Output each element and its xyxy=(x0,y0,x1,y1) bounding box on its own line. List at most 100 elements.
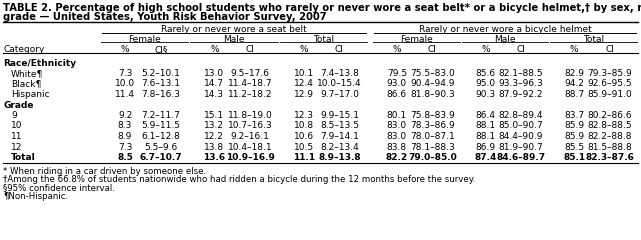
Text: 14.7: 14.7 xyxy=(204,79,224,89)
Text: 5.5–9.6: 5.5–9.6 xyxy=(144,143,178,151)
Text: 80.1: 80.1 xyxy=(387,111,407,120)
Text: 85.9: 85.9 xyxy=(564,121,584,131)
Text: 13.8: 13.8 xyxy=(204,143,224,151)
Text: 85.6: 85.6 xyxy=(476,69,495,78)
Text: 11: 11 xyxy=(11,132,22,141)
Text: 93.0: 93.0 xyxy=(387,79,407,89)
Text: 94.2: 94.2 xyxy=(564,79,584,89)
Text: 11.8–19.0: 11.8–19.0 xyxy=(228,111,272,120)
Text: CI: CI xyxy=(335,45,344,54)
Text: 10.8: 10.8 xyxy=(294,121,313,131)
Text: 6.1–12.8: 6.1–12.8 xyxy=(141,132,180,141)
Text: 8.2–13.4: 8.2–13.4 xyxy=(320,143,359,151)
Text: Grade: Grade xyxy=(3,101,33,109)
Text: Female: Female xyxy=(128,35,161,44)
Text: %: % xyxy=(392,45,401,54)
Text: 83.0: 83.0 xyxy=(387,132,407,141)
Text: 12.9: 12.9 xyxy=(294,90,313,99)
Text: 78.1–88.3: 78.1–88.3 xyxy=(410,143,454,151)
Text: 9.7–17.0: 9.7–17.0 xyxy=(320,90,359,99)
Text: 13.2: 13.2 xyxy=(204,121,224,131)
Text: 88.1: 88.1 xyxy=(476,121,495,131)
Text: %: % xyxy=(481,45,490,54)
Text: 86.6: 86.6 xyxy=(387,90,407,99)
Text: 7.3: 7.3 xyxy=(118,143,132,151)
Text: 12.3: 12.3 xyxy=(294,111,313,120)
Text: 85.1: 85.1 xyxy=(563,153,585,162)
Text: 8.3: 8.3 xyxy=(118,121,132,131)
Text: CI: CI xyxy=(605,45,614,54)
Text: 5.2–10.1: 5.2–10.1 xyxy=(141,69,180,78)
Text: * When riding in a car driven by someone else.: * When riding in a car driven by someone… xyxy=(3,167,206,175)
Text: 83.8: 83.8 xyxy=(387,143,407,151)
Text: CI§: CI§ xyxy=(154,45,167,54)
Text: 9.9–15.1: 9.9–15.1 xyxy=(320,111,359,120)
Text: 8.9–13.8: 8.9–13.8 xyxy=(318,153,361,162)
Text: ¶Non-Hispanic.: ¶Non-Hispanic. xyxy=(3,192,68,201)
Text: 14.3: 14.3 xyxy=(204,90,224,99)
Text: 83.7: 83.7 xyxy=(564,111,584,120)
Text: 95.0: 95.0 xyxy=(476,79,495,89)
Text: 10.0: 10.0 xyxy=(115,79,135,89)
Text: 81.9–90.7: 81.9–90.7 xyxy=(499,143,544,151)
Text: 83.0: 83.0 xyxy=(387,121,407,131)
Text: 87.9–92.2: 87.9–92.2 xyxy=(499,90,543,99)
Text: 75.8–83.9: 75.8–83.9 xyxy=(410,111,454,120)
Text: %: % xyxy=(121,45,129,54)
Text: Male: Male xyxy=(223,35,245,44)
Text: 84.4–90.9: 84.4–90.9 xyxy=(499,132,543,141)
Text: 82.9: 82.9 xyxy=(564,69,584,78)
Text: 88.7: 88.7 xyxy=(564,90,584,99)
Text: Race/Ethnicity: Race/Ethnicity xyxy=(3,59,76,67)
Text: 10.6: 10.6 xyxy=(294,132,313,141)
Text: 86.4: 86.4 xyxy=(476,111,495,120)
Text: 8.5: 8.5 xyxy=(117,153,133,162)
Text: Category: Category xyxy=(3,45,44,54)
Text: White¶: White¶ xyxy=(11,69,44,78)
Text: 82.2: 82.2 xyxy=(386,153,408,162)
Text: 11.4–18.7: 11.4–18.7 xyxy=(228,79,272,89)
Text: 82.8–89.4: 82.8–89.4 xyxy=(499,111,543,120)
Text: 87.4: 87.4 xyxy=(474,153,497,162)
Text: Total: Total xyxy=(11,153,36,162)
Text: %: % xyxy=(210,45,219,54)
Text: 79.5: 79.5 xyxy=(387,69,407,78)
Text: 85.9–91.0: 85.9–91.0 xyxy=(587,90,632,99)
Text: 78.3–86.9: 78.3–86.9 xyxy=(410,121,454,131)
Text: %: % xyxy=(570,45,578,54)
Text: 93.3–96.3: 93.3–96.3 xyxy=(499,79,544,89)
Text: 82.8–88.5: 82.8–88.5 xyxy=(587,121,632,131)
Text: 8.5–13.5: 8.5–13.5 xyxy=(320,121,359,131)
Text: grade — United States, Youth Risk Behavior Survey, 2007: grade — United States, Youth Risk Behavi… xyxy=(3,12,327,22)
Text: 81.5–88.8: 81.5–88.8 xyxy=(587,143,632,151)
Text: CI: CI xyxy=(428,45,437,54)
Text: 6.7–10.7: 6.7–10.7 xyxy=(140,153,182,162)
Text: 5.9–11.5: 5.9–11.5 xyxy=(141,121,180,131)
Text: 13.6: 13.6 xyxy=(203,153,226,162)
Text: 7.3: 7.3 xyxy=(118,69,132,78)
Text: 7.8–16.3: 7.8–16.3 xyxy=(141,90,180,99)
Text: Black¶: Black¶ xyxy=(11,79,42,89)
Text: 82.3–87.6: 82.3–87.6 xyxy=(585,153,634,162)
Text: 81.8–90.3: 81.8–90.3 xyxy=(410,90,454,99)
Text: 13.0: 13.0 xyxy=(204,69,224,78)
Text: %: % xyxy=(299,45,308,54)
Text: TABLE 2. Percentage of high school students who rarely or never wore a seat belt: TABLE 2. Percentage of high school stude… xyxy=(3,3,641,13)
Text: 9.2–16.1: 9.2–16.1 xyxy=(231,132,269,141)
Text: Hispanic: Hispanic xyxy=(11,90,49,99)
Text: 90.3: 90.3 xyxy=(476,90,495,99)
Text: 80.2–86.6: 80.2–86.6 xyxy=(587,111,632,120)
Text: 10.7–16.3: 10.7–16.3 xyxy=(228,121,272,131)
Text: Rarely or never wore a bicycle helmet: Rarely or never wore a bicycle helmet xyxy=(419,25,592,34)
Text: 9.5–17.6: 9.5–17.6 xyxy=(231,69,270,78)
Text: 92.6–95.5: 92.6–95.5 xyxy=(587,79,632,89)
Text: 7.9–14.1: 7.9–14.1 xyxy=(320,132,359,141)
Text: 10.0–15.4: 10.0–15.4 xyxy=(317,79,362,89)
Text: 10.4–18.1: 10.4–18.1 xyxy=(228,143,272,151)
Text: 85.0–90.7: 85.0–90.7 xyxy=(499,121,544,131)
Text: 79.3–85.9: 79.3–85.9 xyxy=(587,69,632,78)
Text: 82.1–88.5: 82.1–88.5 xyxy=(499,69,544,78)
Text: 75.5–83.0: 75.5–83.0 xyxy=(410,69,454,78)
Text: 7.2–11.7: 7.2–11.7 xyxy=(141,111,180,120)
Text: 10.1: 10.1 xyxy=(294,69,313,78)
